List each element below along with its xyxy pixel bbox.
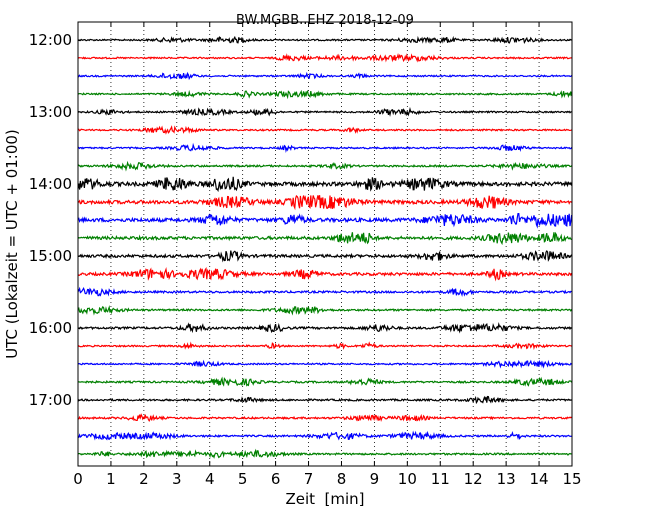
plot-frame [77,21,573,467]
x-tick-label: 6 [271,470,281,488]
x-tick-label: 14 [530,470,549,488]
trace-1515 [77,266,573,282]
chart-title: BW.MGBB..EHZ 2018-12-09 [236,13,414,28]
trace-1400 [77,176,573,193]
x-tick-label: 9 [370,470,380,488]
x-tick-label: 0 [73,470,83,488]
x-axis-label: Zeit [min] [285,490,364,508]
traces [77,35,573,459]
trace-1600 [77,322,573,334]
y-tick-label: 16:00 [29,319,72,337]
trace-1300 [77,106,572,117]
trace-1715 [77,413,572,422]
x-tick-label: 12 [464,470,483,488]
x-tick-label: 10 [398,470,417,488]
y-axis-label: UTC (Lokalzeit = UTC + 01:00) [3,129,21,359]
y-tick-label: 14:00 [29,175,72,193]
x-tick-label: 3 [172,470,182,488]
trace-1545 [77,304,573,316]
y-tick-label: 15:00 [29,247,72,265]
trace-1630 [77,359,572,369]
trace-1700 [77,395,572,405]
x-tick-label: 1 [106,470,116,488]
trace-1645 [77,376,573,387]
trace-1415 [77,195,572,211]
y-tick-label: 17:00 [29,391,72,409]
trace-1730 [77,430,572,441]
y-tick-label: 12:00 [29,31,72,49]
trace-1245 [77,89,573,100]
x-tick-label: 15 [562,470,581,488]
trace-1430 [77,212,573,229]
x-tick-label: 5 [238,470,248,488]
trace-1330 [77,142,573,154]
trace-1615 [77,341,572,351]
trace-1230 [77,71,573,81]
trace-1345 [77,160,573,172]
x-tick-label: 13 [497,470,516,488]
trace-1200 [77,35,572,45]
trace-1445 [77,231,572,246]
y-axis: 12:00 13:00 14:00 15:00 16:00 17:00 [29,31,572,409]
trace-1500 [77,250,573,263]
trace-1530 [77,286,572,297]
y-tick-label: 13:00 [29,103,72,121]
x-tick-label: 11 [431,470,450,488]
trace-1315 [77,125,572,135]
x-tick-label: 4 [205,470,215,488]
x-tick-label: 8 [337,470,347,488]
trace-1215 [77,52,572,63]
x-axis: 0 1 2 3 4 5 6 7 8 9 10 11 12 13 14 15 [73,22,582,488]
trace-1745 [77,448,572,459]
x-tick-label: 7 [304,470,314,488]
x-tick-label: 2 [139,470,149,488]
